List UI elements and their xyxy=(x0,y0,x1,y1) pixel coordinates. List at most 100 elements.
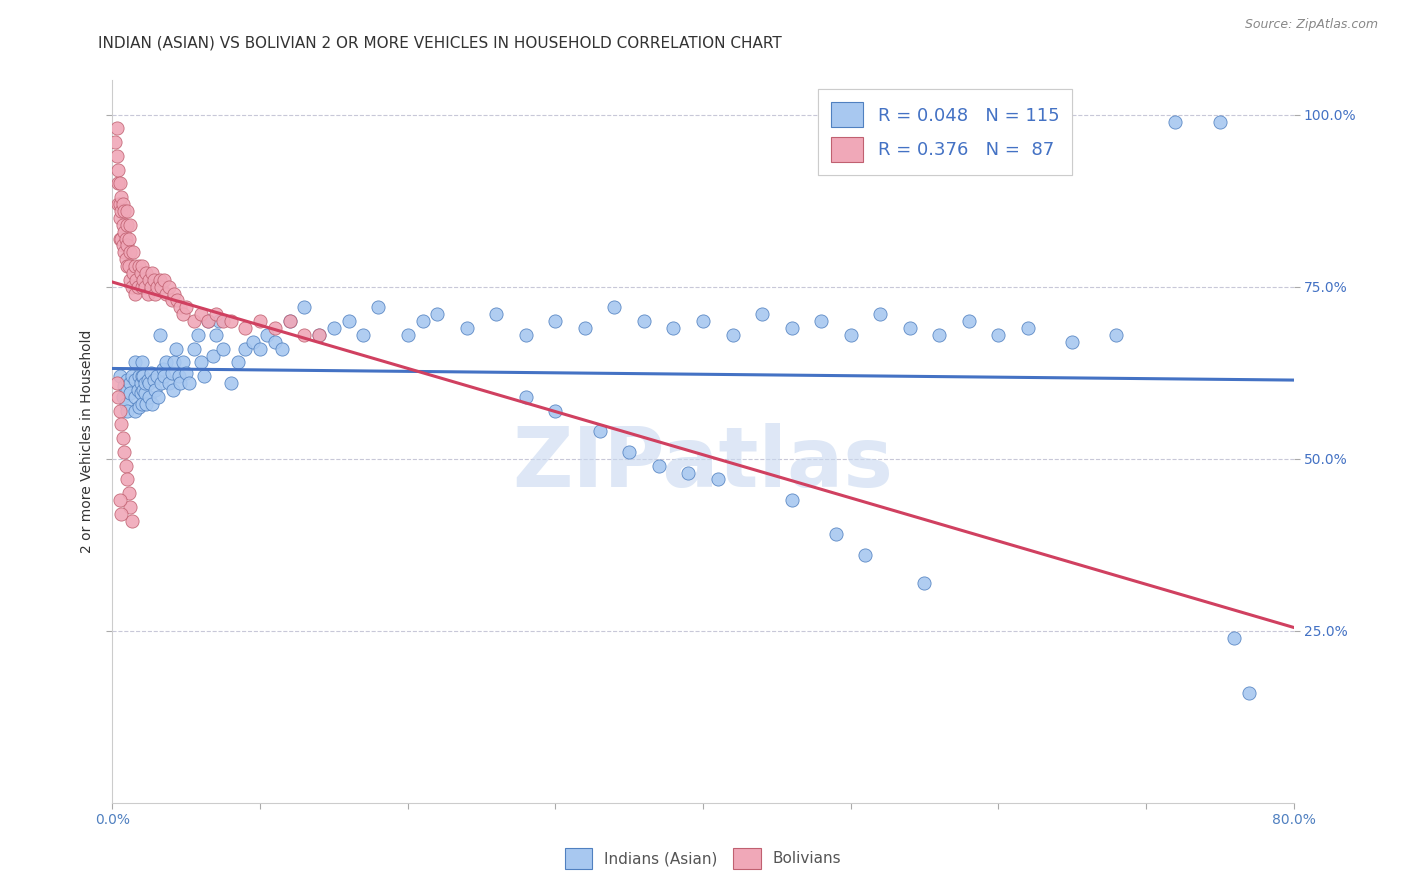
Point xyxy=(112,225,135,239)
Point xyxy=(169,376,191,390)
Point xyxy=(456,321,478,335)
Point xyxy=(117,204,138,219)
Point xyxy=(662,321,685,335)
Point xyxy=(153,273,176,287)
Point xyxy=(205,327,228,342)
Point xyxy=(117,238,138,252)
Point xyxy=(127,279,149,293)
Point xyxy=(249,314,271,328)
Point xyxy=(183,342,205,356)
Point xyxy=(120,245,142,260)
Point xyxy=(249,342,271,356)
Point xyxy=(292,327,315,342)
Point xyxy=(226,355,249,369)
Point xyxy=(160,293,183,308)
Point xyxy=(869,307,891,321)
Point xyxy=(146,279,169,293)
Point xyxy=(124,286,146,301)
Point xyxy=(308,327,330,342)
Point xyxy=(129,376,152,390)
Point xyxy=(112,204,135,219)
Point xyxy=(721,327,744,342)
Point xyxy=(134,386,156,401)
Point xyxy=(105,121,128,136)
Y-axis label: 2 or more Vehicles in Household: 2 or more Vehicles in Household xyxy=(80,330,94,553)
Point xyxy=(411,314,433,328)
Point xyxy=(141,266,163,280)
Point xyxy=(129,266,152,280)
Point xyxy=(107,177,129,191)
Point xyxy=(129,386,152,401)
Point xyxy=(163,286,186,301)
Point xyxy=(107,197,129,211)
Point xyxy=(174,366,197,380)
Point xyxy=(179,376,201,390)
Point xyxy=(855,548,877,562)
Point xyxy=(278,314,301,328)
Point xyxy=(148,390,170,404)
Point xyxy=(219,314,242,328)
Point xyxy=(197,314,219,328)
Point xyxy=(111,431,134,445)
Point xyxy=(111,218,134,232)
Point xyxy=(117,259,138,273)
Point xyxy=(134,376,156,390)
Point xyxy=(588,424,610,438)
Point xyxy=(163,355,186,369)
Point xyxy=(219,376,242,390)
Point xyxy=(485,307,508,321)
Point xyxy=(898,321,921,335)
Point xyxy=(205,307,228,321)
Point xyxy=(162,383,184,397)
Point xyxy=(153,369,176,384)
Point xyxy=(142,273,165,287)
Point xyxy=(1208,114,1232,128)
Point xyxy=(114,458,136,473)
Point xyxy=(824,527,846,541)
Point xyxy=(544,403,567,417)
Point xyxy=(146,369,169,384)
Point xyxy=(692,314,714,328)
Point xyxy=(352,327,374,342)
Point xyxy=(157,279,180,293)
Point xyxy=(143,383,166,397)
Point xyxy=(110,204,132,219)
Point xyxy=(150,376,173,390)
Point xyxy=(136,286,159,301)
Point xyxy=(110,231,132,245)
Point xyxy=(165,342,187,356)
Point xyxy=(136,373,159,387)
Point xyxy=(104,135,127,149)
Point xyxy=(839,327,862,342)
Legend: Indians (Asian), Bolivians: Indians (Asian), Bolivians xyxy=(558,841,848,875)
Point xyxy=(108,231,131,245)
Point xyxy=(122,266,145,280)
Point xyxy=(120,386,142,401)
Point xyxy=(135,266,157,280)
Point xyxy=(143,286,166,301)
Point xyxy=(174,301,197,315)
Point xyxy=(152,362,174,376)
Point xyxy=(233,321,256,335)
Point xyxy=(957,314,980,328)
Point xyxy=(619,445,641,459)
Point xyxy=(914,575,936,590)
Point xyxy=(122,245,145,260)
Point xyxy=(142,373,165,387)
Point xyxy=(114,231,136,245)
Point xyxy=(131,279,153,293)
Point xyxy=(169,301,191,315)
Point xyxy=(124,390,146,404)
Point xyxy=(212,314,235,328)
Point xyxy=(118,486,141,500)
Point xyxy=(131,369,153,384)
Point xyxy=(108,177,131,191)
Point xyxy=(117,383,138,397)
Point xyxy=(1223,631,1246,645)
Point xyxy=(111,197,134,211)
Point xyxy=(187,327,209,342)
Point xyxy=(117,403,138,417)
Point xyxy=(135,397,157,411)
Point xyxy=(112,245,135,260)
Point xyxy=(633,314,655,328)
